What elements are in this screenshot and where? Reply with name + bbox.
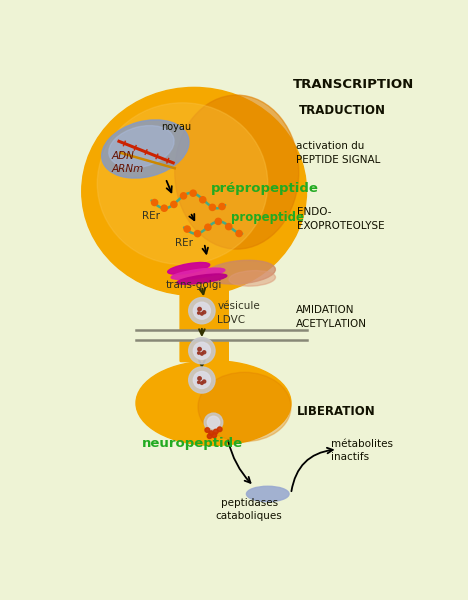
Circle shape xyxy=(198,377,201,380)
Circle shape xyxy=(236,230,242,236)
Circle shape xyxy=(189,298,215,324)
Text: propeptide: propeptide xyxy=(231,211,304,224)
Circle shape xyxy=(198,307,201,311)
Text: REr: REr xyxy=(142,211,160,221)
Text: trans-golgi: trans-golgi xyxy=(166,280,222,290)
Circle shape xyxy=(209,204,215,211)
Text: TRADUCTION: TRADUCTION xyxy=(299,104,386,118)
Text: REr: REr xyxy=(175,238,193,248)
FancyBboxPatch shape xyxy=(179,284,229,362)
Text: activation du
PEPTIDE SIGNAL: activation du PEPTIDE SIGNAL xyxy=(296,141,380,165)
Circle shape xyxy=(205,224,211,230)
Circle shape xyxy=(197,352,200,354)
Circle shape xyxy=(193,342,211,359)
Circle shape xyxy=(200,313,203,315)
Circle shape xyxy=(152,199,158,206)
Text: prépropeptide: prépropeptide xyxy=(211,182,318,195)
Text: ENDO-
EXOPROTEOLYSE: ENDO- EXOPROTEOLYSE xyxy=(297,207,385,231)
Text: neuropeptide: neuropeptide xyxy=(142,437,243,450)
Text: vésicule
LDVC: vésicule LDVC xyxy=(217,301,260,325)
Circle shape xyxy=(197,312,200,314)
Ellipse shape xyxy=(229,271,276,286)
Ellipse shape xyxy=(168,263,210,274)
Circle shape xyxy=(194,230,201,237)
Circle shape xyxy=(207,416,219,428)
Circle shape xyxy=(198,347,201,351)
Text: peptidases
cataboliques: peptidases cataboliques xyxy=(216,498,283,521)
Text: LIBERATION: LIBERATION xyxy=(297,404,376,418)
Ellipse shape xyxy=(136,361,291,445)
Ellipse shape xyxy=(171,268,225,280)
Ellipse shape xyxy=(177,274,227,284)
Ellipse shape xyxy=(82,88,307,295)
Ellipse shape xyxy=(175,95,299,249)
Ellipse shape xyxy=(206,260,275,284)
Ellipse shape xyxy=(198,372,291,442)
Ellipse shape xyxy=(97,103,268,265)
Circle shape xyxy=(203,380,206,383)
Circle shape xyxy=(161,205,168,211)
Circle shape xyxy=(226,224,232,230)
Circle shape xyxy=(200,382,203,385)
Circle shape xyxy=(171,202,177,208)
Text: noyau: noyau xyxy=(161,122,191,132)
Text: ADN
ARNm: ADN ARNm xyxy=(111,151,144,174)
Circle shape xyxy=(207,434,212,439)
Ellipse shape xyxy=(109,125,174,168)
Circle shape xyxy=(205,428,210,433)
Circle shape xyxy=(189,338,215,364)
Text: TRANSCRIPTION: TRANSCRIPTION xyxy=(292,78,414,91)
Circle shape xyxy=(189,367,215,393)
Circle shape xyxy=(193,371,211,389)
Circle shape xyxy=(212,433,217,438)
Circle shape xyxy=(217,427,222,431)
Circle shape xyxy=(209,431,213,436)
Circle shape xyxy=(190,190,196,196)
Circle shape xyxy=(200,352,203,355)
Circle shape xyxy=(180,193,187,199)
Circle shape xyxy=(204,413,223,431)
Circle shape xyxy=(193,302,211,319)
Circle shape xyxy=(215,218,221,224)
Circle shape xyxy=(197,381,200,383)
Text: AMIDATION
ACETYLATION: AMIDATION ACETYLATION xyxy=(296,305,366,329)
Ellipse shape xyxy=(247,486,289,502)
Circle shape xyxy=(184,226,190,232)
Circle shape xyxy=(200,197,206,203)
Ellipse shape xyxy=(102,120,189,178)
Circle shape xyxy=(203,311,206,314)
Circle shape xyxy=(213,429,218,434)
Circle shape xyxy=(219,203,225,209)
Circle shape xyxy=(203,351,206,354)
Text: métabolites
inactifs: métabolites inactifs xyxy=(331,439,393,462)
